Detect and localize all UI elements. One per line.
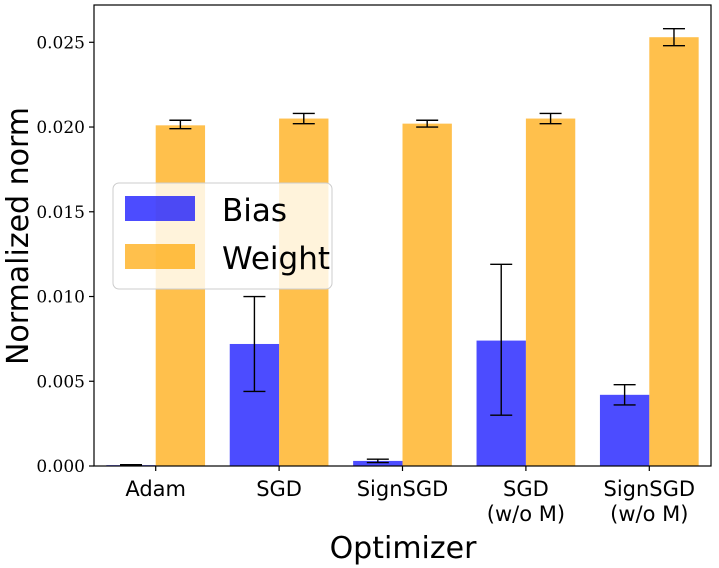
y-tick-label-2: 0.010 <box>36 288 85 308</box>
legend: Bias Weight <box>112 182 333 290</box>
x-tick-label-2: SignSGD <box>357 477 449 501</box>
x-axis-ticks: Adam SGD SignSGD SGD (w/o M) SignSGD (w/o M) <box>125 466 695 526</box>
bar-weight-0 <box>155 125 206 466</box>
y-axis-title: Normalized norm <box>1 107 36 365</box>
legend-swatch-bias <box>125 196 195 221</box>
bar-weight-1 <box>279 118 329 466</box>
bar-weight-4 <box>649 37 699 466</box>
x-tick-label-0: Adam <box>125 477 186 501</box>
y-tick-label-1: 0.005 <box>36 372 85 392</box>
x-tick-label-3: SGD (w/o M) <box>487 477 565 526</box>
x-tick-label-1: SGD <box>256 477 302 501</box>
y-tick-label-3: 0.015 <box>36 203 85 223</box>
bar-weight-2 <box>402 123 452 466</box>
bar-bias-4 <box>599 394 650 466</box>
legend-label-bias: Bias <box>222 193 287 229</box>
y-tick-label-5: 0.025 <box>36 33 85 53</box>
errorbars-layer <box>120 28 685 467</box>
legend-label-weight: Weight <box>222 241 330 277</box>
y-tick-label-0: 0.000 <box>36 457 85 477</box>
y-axis-ticks: 0.000 0.005 0.010 0.015 0.020 0.025 <box>36 33 94 477</box>
legend-swatch-weight <box>125 244 195 269</box>
x-tick-label-4: SignSGD (w/o M) <box>604 477 696 526</box>
bar-bias-2 <box>353 460 403 466</box>
bar-weight-3 <box>525 118 576 466</box>
x-axis-title: Optimizer <box>330 531 478 566</box>
y-tick-label-4: 0.020 <box>36 118 85 138</box>
